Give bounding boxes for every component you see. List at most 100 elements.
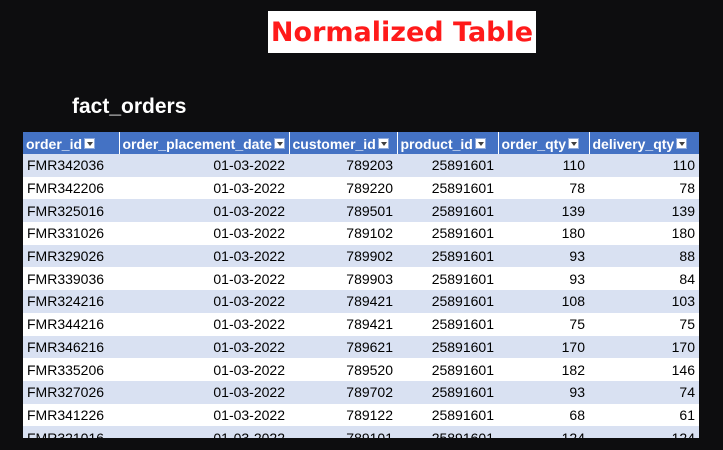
table-row[interactable]: FMR335206 01-03-2022 789520 25891601 182 146 xyxy=(23,358,699,381)
order-id-cell[interactable]: FMR329026 xyxy=(23,244,119,268)
order-id-cell[interactable]: FMR342036 xyxy=(23,154,119,177)
order-qty-cell[interactable]: 93 xyxy=(498,267,589,291)
column-header-delivery-qty: delivery_qty xyxy=(589,132,699,154)
order-placement-date-cell[interactable]: 01-03-2022 xyxy=(119,426,289,438)
order-qty-cell[interactable]: 93 xyxy=(498,244,589,268)
delivery-qty-cell[interactable]: 110 xyxy=(589,154,699,177)
product-id-cell[interactable]: 25891601 xyxy=(397,222,498,245)
product-id-cell[interactable]: 25891601 xyxy=(397,426,498,438)
customer-id-cell[interactable]: 789902 xyxy=(289,244,397,268)
order-placement-date-cell[interactable]: 01-03-2022 xyxy=(119,380,289,404)
order-id-cell[interactable]: FMR327026 xyxy=(23,380,119,404)
order-qty-cell[interactable]: 68 xyxy=(498,403,589,427)
delivery-qty-cell[interactable]: 170 xyxy=(589,335,699,359)
order-id-cell[interactable]: FMR339036 xyxy=(23,267,119,291)
order-placement-date-cell[interactable]: 01-03-2022 xyxy=(119,222,289,245)
order-placement-date-cell[interactable]: 01-03-2022 xyxy=(119,335,289,359)
order-qty-cell[interactable]: 124 xyxy=(498,426,589,438)
customer-id-cell[interactable]: 789621 xyxy=(289,335,397,359)
product-id-cell[interactable]: 25891601 xyxy=(397,380,498,404)
table-row[interactable]: FMR327026 01-03-2022 789702 25891601 93 74 xyxy=(23,380,699,404)
customer-id-cell[interactable]: 789702 xyxy=(289,380,397,404)
order-qty-cell[interactable]: 170 xyxy=(498,335,589,359)
table-row[interactable]: FMR346216 01-03-2022 789621 25891601 170 170 xyxy=(23,335,699,359)
customer-id-cell[interactable]: 789501 xyxy=(289,199,397,223)
order-placement-date-cell[interactable]: 01-03-2022 xyxy=(119,290,289,313)
order-placement-date-cell[interactable]: 01-03-2022 xyxy=(119,176,289,200)
customer-id-cell[interactable]: 789203 xyxy=(289,154,397,177)
order-id-cell[interactable]: FMR346216 xyxy=(23,335,119,359)
table-row[interactable]: FMR331026 01-03-2022 789102 25891601 180 180 xyxy=(23,222,699,245)
filter-dropdown-icon[interactable] xyxy=(676,138,688,150)
filter-dropdown-icon[interactable] xyxy=(84,138,96,150)
filter-dropdown-icon[interactable] xyxy=(273,138,285,150)
filter-dropdown-icon[interactable] xyxy=(474,138,486,150)
product-id-cell[interactable]: 25891601 xyxy=(397,335,498,359)
delivery-qty-cell[interactable]: 139 xyxy=(589,199,699,223)
order-id-cell[interactable]: FMR335206 xyxy=(23,358,119,381)
order-placement-date-cell[interactable]: 01-03-2022 xyxy=(119,267,289,291)
table-row[interactable]: FMR344216 01-03-2022 789421 25891601 75 75 xyxy=(23,312,699,336)
table-row[interactable]: FMR342206 01-03-2022 789220 25891601 78 78 xyxy=(23,176,699,200)
table-row[interactable]: FMR324216 01-03-2022 789421 25891601 108 103 xyxy=(23,290,699,313)
table-row[interactable]: FMR325016 01-03-2022 789501 25891601 139 139 xyxy=(23,199,699,223)
filter-dropdown-icon[interactable] xyxy=(377,138,389,150)
customer-id-cell[interactable]: 789421 xyxy=(289,290,397,313)
order-placement-date-cell[interactable]: 01-03-2022 xyxy=(119,244,289,268)
order-qty-cell[interactable]: 180 xyxy=(498,222,589,245)
customer-id-cell[interactable]: 789903 xyxy=(289,267,397,291)
product-id-cell[interactable]: 25891601 xyxy=(397,290,498,313)
order-qty-cell[interactable]: 182 xyxy=(498,358,589,381)
customer-id-cell[interactable]: 789520 xyxy=(289,358,397,381)
delivery-qty-cell[interactable]: 124 xyxy=(589,426,699,438)
customer-id-cell[interactable]: 789102 xyxy=(289,222,397,245)
table-row[interactable]: FMR339036 01-03-2022 789903 25891601 93 84 xyxy=(23,267,699,291)
order-qty-cell[interactable]: 110 xyxy=(498,154,589,177)
customer-id-cell[interactable]: 789421 xyxy=(289,312,397,336)
customer-id-cell[interactable]: 789101 xyxy=(289,426,397,438)
product-id-cell[interactable]: 25891601 xyxy=(397,312,498,336)
product-id-cell[interactable]: 25891601 xyxy=(397,154,498,177)
table-row[interactable]: FMR342036 01-03-2022 789203 25891601 110 110 xyxy=(23,154,699,177)
order-qty-cell[interactable]: 75 xyxy=(498,312,589,336)
delivery-qty-cell[interactable]: 146 xyxy=(589,358,699,381)
delivery-qty-cell[interactable]: 84 xyxy=(589,267,699,291)
product-id-cell[interactable]: 25891601 xyxy=(397,267,498,291)
order-qty-cell[interactable]: 78 xyxy=(498,176,589,200)
order-qty-cell[interactable]: 108 xyxy=(498,290,589,313)
column-header-label: order_id xyxy=(26,135,83,152)
order-id-cell[interactable]: FMR341226 xyxy=(23,403,119,427)
product-id-cell[interactable]: 25891601 xyxy=(397,244,498,268)
delivery-qty-cell[interactable]: 78 xyxy=(589,176,699,200)
order-id-cell[interactable]: FMR321016 xyxy=(23,426,119,438)
order-id-cell[interactable]: FMR342206 xyxy=(23,176,119,200)
delivery-qty-cell[interactable]: 180 xyxy=(589,222,699,245)
customer-id-cell[interactable]: 789220 xyxy=(289,176,397,200)
table-row[interactable]: FMR329026 01-03-2022 789902 25891601 93 88 xyxy=(23,244,699,268)
order-placement-date-cell[interactable]: 01-03-2022 xyxy=(119,403,289,427)
order-qty-cell[interactable]: 139 xyxy=(498,199,589,223)
order-id-cell[interactable]: FMR344216 xyxy=(23,312,119,336)
order-id-cell[interactable]: FMR324216 xyxy=(23,290,119,313)
order-qty-cell[interactable]: 93 xyxy=(498,380,589,404)
order-placement-date-cell[interactable]: 01-03-2022 xyxy=(119,199,289,223)
column-header-label: customer_id xyxy=(292,135,376,152)
delivery-qty-cell[interactable]: 88 xyxy=(589,244,699,268)
table-row[interactable]: FMR341226 01-03-2022 789122 25891601 68 61 xyxy=(23,403,699,427)
order-placement-date-cell[interactable]: 01-03-2022 xyxy=(119,312,289,336)
order-placement-date-cell[interactable]: 01-03-2022 xyxy=(119,154,289,177)
table-row[interactable]: FMR321016 01-03-2022 789101 25891601 124 124 xyxy=(23,426,699,438)
delivery-qty-cell[interactable]: 74 xyxy=(589,380,699,404)
product-id-cell[interactable]: 25891601 xyxy=(397,199,498,223)
product-id-cell[interactable]: 25891601 xyxy=(397,358,498,381)
filter-dropdown-icon[interactable] xyxy=(568,138,580,150)
delivery-qty-cell[interactable]: 75 xyxy=(589,312,699,336)
product-id-cell[interactable]: 25891601 xyxy=(397,176,498,200)
customer-id-cell[interactable]: 789122 xyxy=(289,403,397,427)
order-id-cell[interactable]: FMR331026 xyxy=(23,222,119,245)
delivery-qty-cell[interactable]: 103 xyxy=(589,290,699,313)
order-id-cell[interactable]: FMR325016 xyxy=(23,199,119,223)
product-id-cell[interactable]: 25891601 xyxy=(397,403,498,427)
order-placement-date-cell[interactable]: 01-03-2022 xyxy=(119,358,289,381)
delivery-qty-cell[interactable]: 61 xyxy=(589,403,699,427)
